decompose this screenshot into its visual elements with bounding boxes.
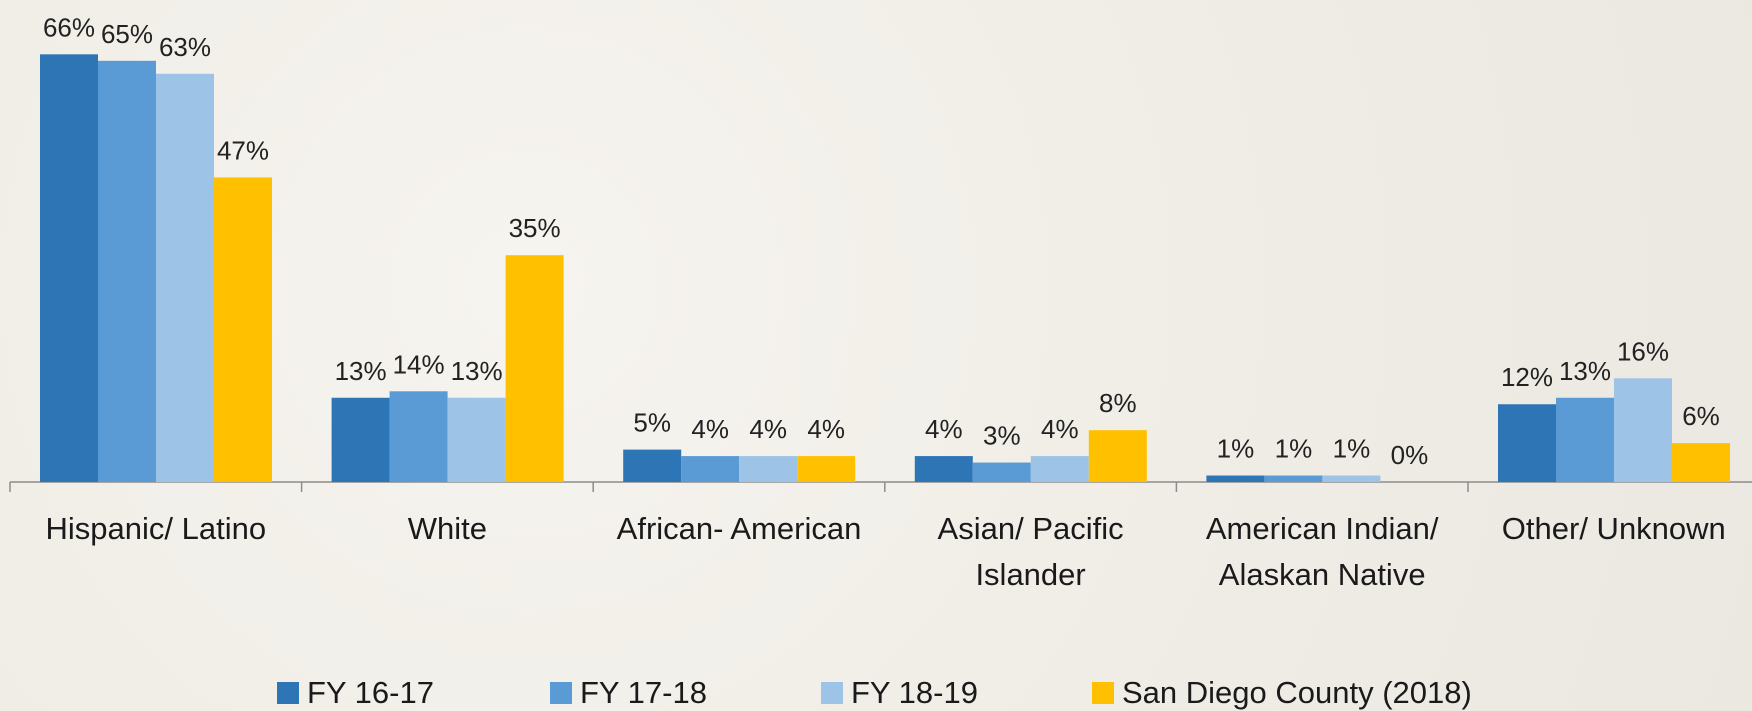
data-label: 1% bbox=[1217, 434, 1255, 464]
bar bbox=[506, 255, 564, 482]
legend-item: San Diego County (2018) bbox=[1092, 675, 1472, 711]
chart: 66%65%63%47%13%14%13%35%5%4%4%4%4%3%4%8%… bbox=[0, 0, 1752, 711]
bar bbox=[973, 463, 1031, 482]
bar bbox=[448, 398, 506, 482]
bar bbox=[40, 54, 98, 482]
x-tick-label: White bbox=[307, 506, 587, 552]
bar bbox=[915, 456, 973, 482]
data-label: 4% bbox=[1041, 414, 1079, 444]
bar bbox=[1498, 404, 1556, 482]
legend-label: FY 16-17 bbox=[307, 675, 434, 711]
data-label: 14% bbox=[393, 349, 445, 379]
bar bbox=[156, 74, 214, 482]
data-label: 13% bbox=[335, 356, 387, 386]
data-label: 4% bbox=[807, 414, 845, 444]
legend-label: FY 17-18 bbox=[580, 675, 707, 711]
legend-item: FY 16-17 bbox=[277, 675, 434, 711]
plot: 66%65%63%47%13%14%13%35%5%4%4%4%4%3%4%8%… bbox=[0, 0, 1752, 711]
legend-label: San Diego County (2018) bbox=[1122, 675, 1472, 711]
legend-label: FY 18-19 bbox=[851, 675, 978, 711]
data-label: 13% bbox=[1559, 356, 1611, 386]
data-label: 0% bbox=[1391, 440, 1429, 470]
data-label: 1% bbox=[1275, 434, 1313, 464]
x-tick-label: American Indian/ Alaskan Native bbox=[1182, 506, 1462, 598]
bar bbox=[1089, 430, 1147, 482]
bar bbox=[332, 398, 390, 482]
data-label: 4% bbox=[925, 414, 963, 444]
bar bbox=[390, 391, 448, 482]
legend-swatch bbox=[1092, 682, 1114, 704]
data-label: 6% bbox=[1682, 401, 1720, 431]
data-label: 3% bbox=[983, 421, 1021, 451]
data-label: 65% bbox=[101, 19, 153, 49]
bar bbox=[739, 456, 797, 482]
bar bbox=[214, 177, 272, 482]
x-tick-label: Asian/ Pacific Islander bbox=[891, 506, 1171, 598]
data-label: 8% bbox=[1099, 388, 1137, 418]
bar bbox=[797, 456, 855, 482]
bar bbox=[681, 456, 739, 482]
x-tick-label: Other/ Unknown bbox=[1474, 506, 1752, 552]
legend-item: FY 18-19 bbox=[821, 675, 978, 711]
x-tick-label: Hispanic/ Latino bbox=[16, 506, 296, 552]
bar bbox=[1322, 476, 1380, 482]
legend-swatch bbox=[550, 682, 572, 704]
data-label: 35% bbox=[509, 213, 561, 243]
data-label: 63% bbox=[159, 32, 211, 62]
data-label: 47% bbox=[217, 135, 269, 165]
data-label: 5% bbox=[633, 408, 671, 438]
bar bbox=[1206, 476, 1264, 482]
bar bbox=[1556, 398, 1614, 482]
data-label: 4% bbox=[691, 414, 729, 444]
data-label: 13% bbox=[451, 356, 503, 386]
data-label: 1% bbox=[1333, 434, 1371, 464]
x-tick-label: African- American bbox=[599, 506, 879, 552]
bar bbox=[1264, 476, 1322, 482]
bar bbox=[1614, 378, 1672, 482]
bar bbox=[1031, 456, 1089, 482]
legend-swatch bbox=[821, 682, 843, 704]
data-label: 4% bbox=[749, 414, 787, 444]
bar bbox=[1672, 443, 1730, 482]
data-label: 66% bbox=[43, 12, 95, 42]
data-label: 16% bbox=[1617, 336, 1669, 366]
bar bbox=[98, 61, 156, 482]
legend-swatch bbox=[277, 682, 299, 704]
data-label: 12% bbox=[1501, 362, 1553, 392]
bar bbox=[623, 450, 681, 482]
legend-item: FY 17-18 bbox=[550, 675, 707, 711]
